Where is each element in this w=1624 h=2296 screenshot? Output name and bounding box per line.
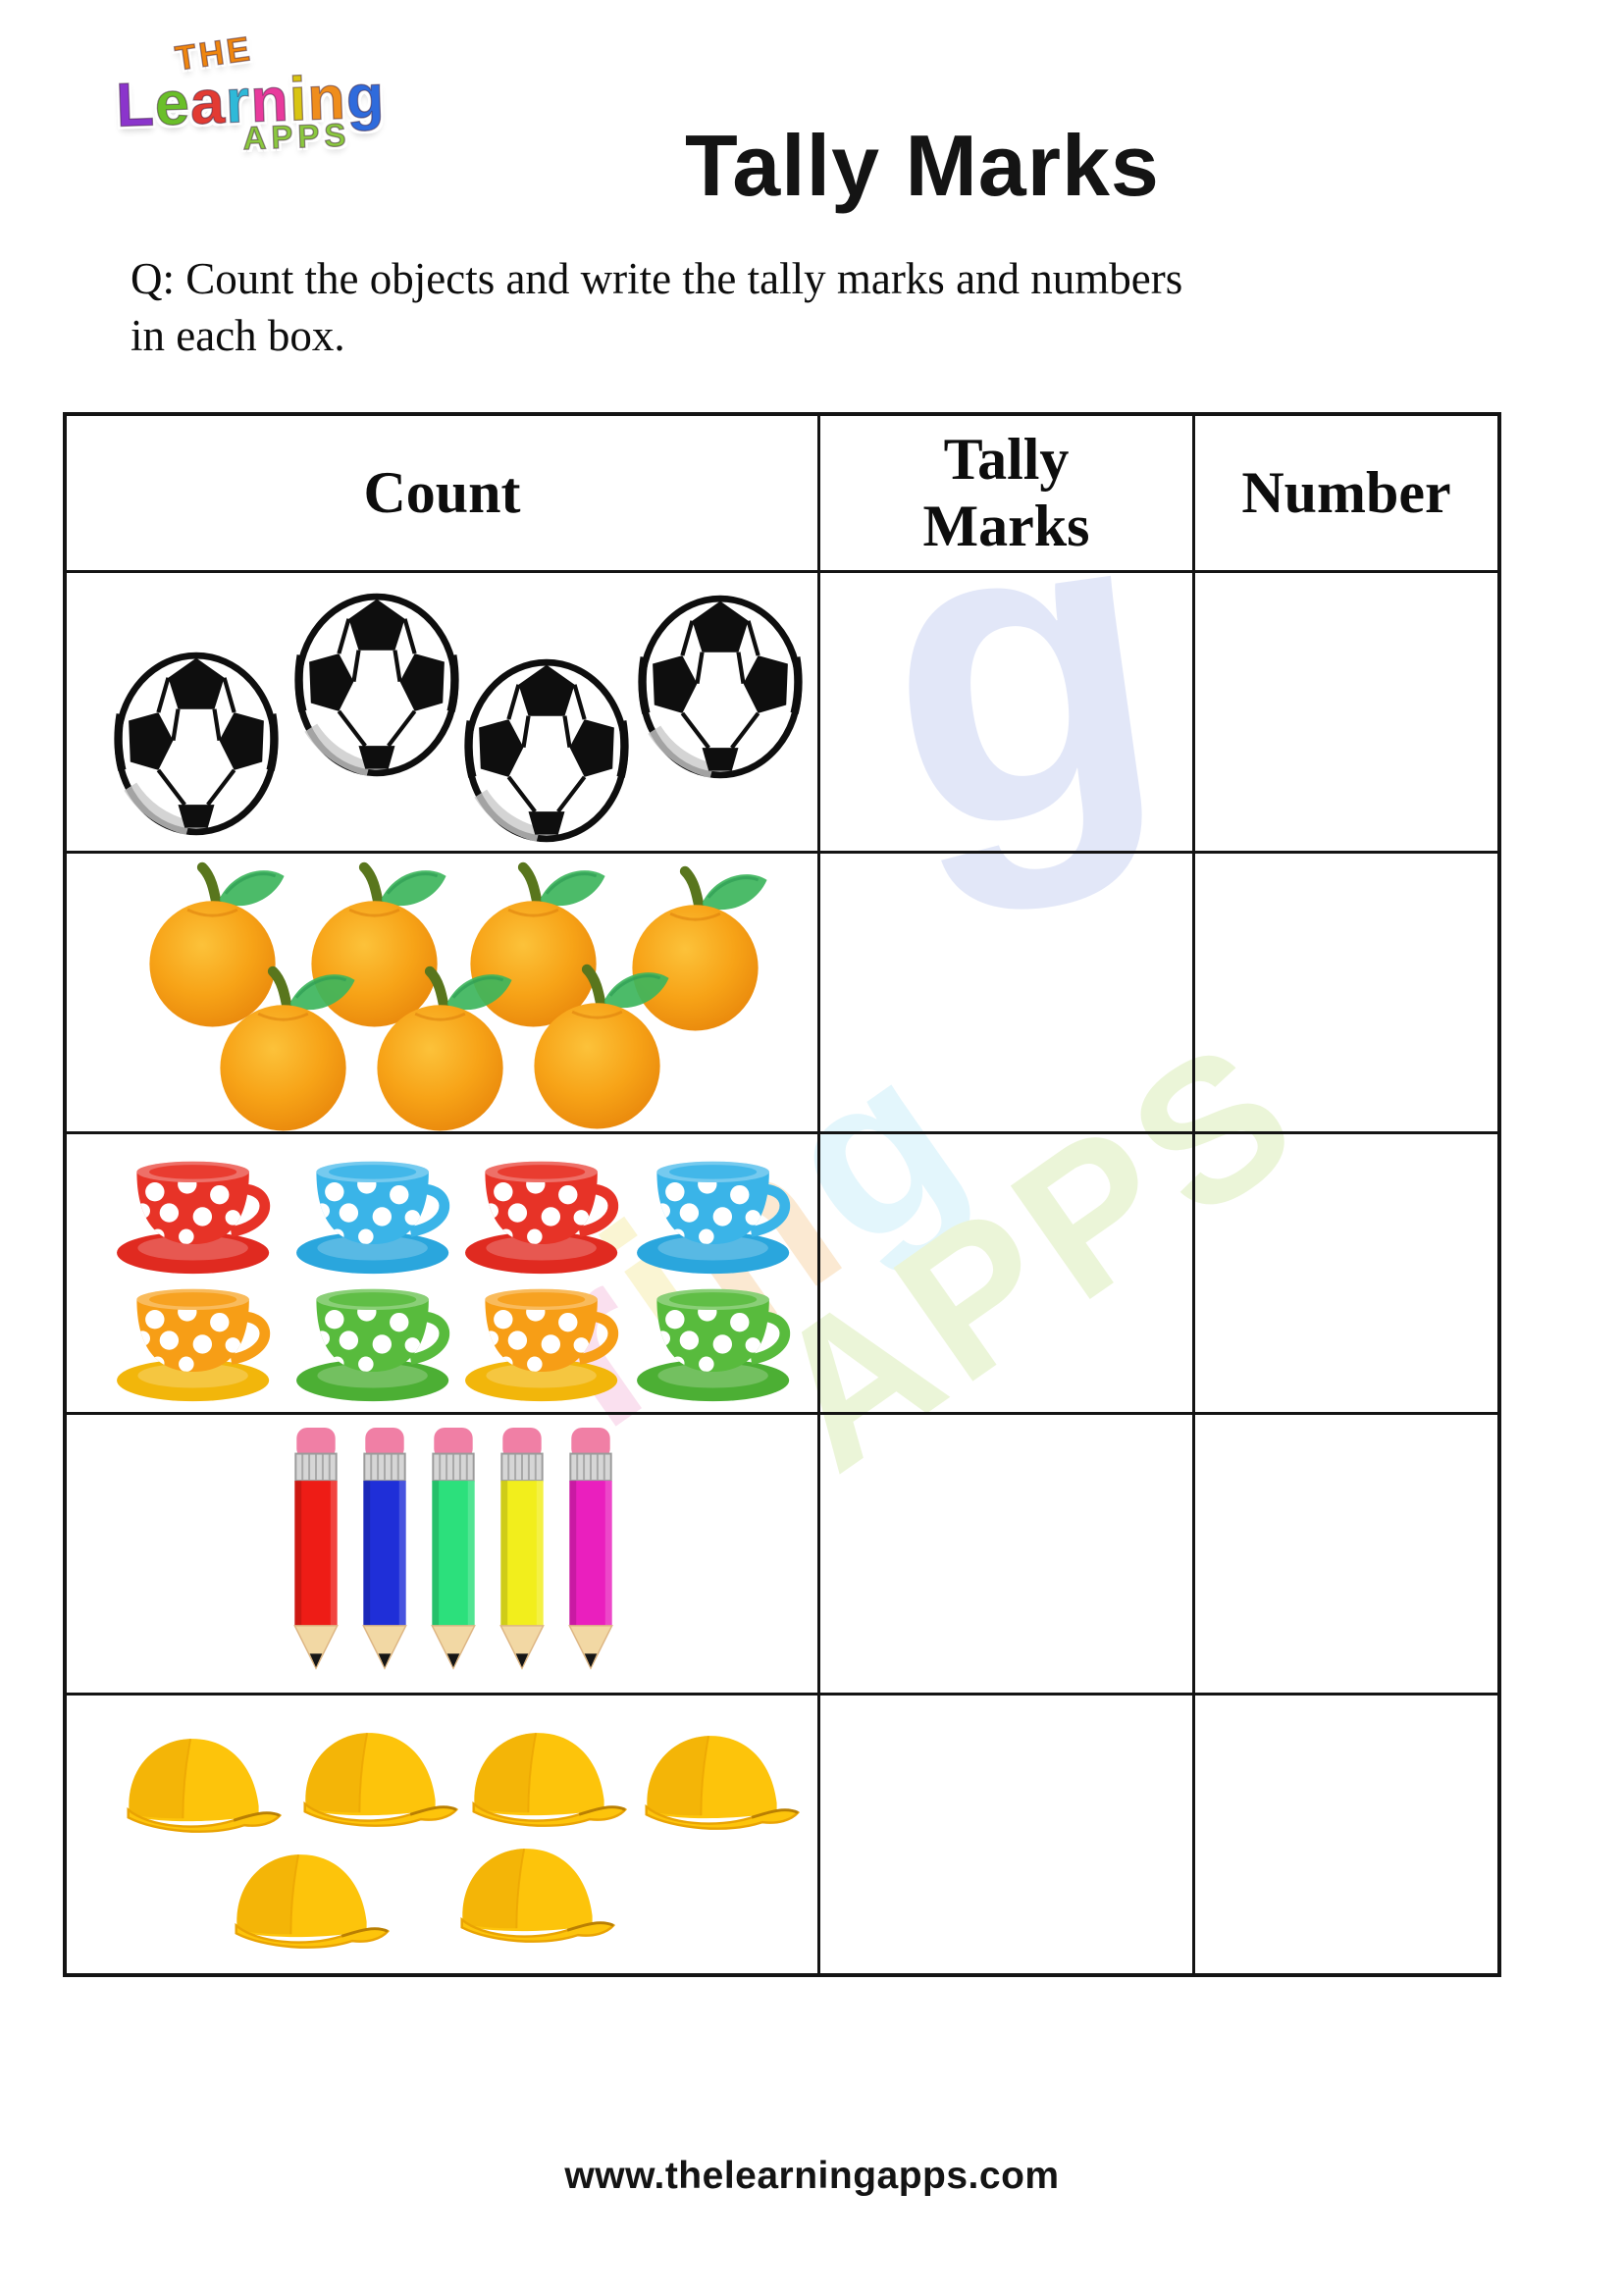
cup-icon xyxy=(459,1152,631,1278)
page-title: Tally Marks xyxy=(685,117,1160,214)
orange-icon xyxy=(528,964,675,1130)
orange-icon xyxy=(464,861,611,1028)
column-header-number: Number xyxy=(1192,416,1497,570)
count-cell xyxy=(67,1415,817,1693)
pencil-icon xyxy=(286,1425,346,1682)
tally-marks-cell xyxy=(817,1415,1192,1693)
learning-apps-logo: THE Learning APPS xyxy=(114,28,387,161)
number-cell xyxy=(1192,1415,1497,1693)
tally-marks-cell xyxy=(817,1696,1192,1973)
column-header-count: Count xyxy=(363,460,521,525)
orange-icon xyxy=(626,865,773,1032)
logo-letter: g xyxy=(344,62,387,133)
cap-icon xyxy=(449,1839,618,1957)
number-cell xyxy=(1192,573,1497,851)
cup-icon xyxy=(111,1152,283,1278)
cup-icon xyxy=(631,1279,803,1405)
number-cell xyxy=(1192,1696,1497,1973)
table-body xyxy=(67,570,1497,1973)
number-cell xyxy=(1192,854,1497,1131)
logo-letter: L xyxy=(114,70,156,141)
table-row xyxy=(67,851,1497,1131)
soccer-ball-icon xyxy=(638,593,803,781)
tally-table: Count Tally Marks Number xyxy=(63,412,1501,1977)
tally-marks-cell xyxy=(817,854,1192,1131)
cap-icon xyxy=(224,1845,393,1962)
orange-icon xyxy=(143,861,290,1028)
logo-letter: e xyxy=(153,69,192,140)
cup-icon xyxy=(290,1152,462,1278)
cap-icon xyxy=(634,1726,803,1844)
soccer-ball-icon xyxy=(114,650,279,838)
soccer-ball-icon xyxy=(294,591,459,779)
orange-icon xyxy=(371,965,518,1131)
logo-apps-text: APPS xyxy=(241,116,351,157)
cup-icon xyxy=(290,1279,462,1405)
count-cell xyxy=(67,854,817,1131)
tally-marks-cell xyxy=(817,1134,1192,1412)
pencil-icon xyxy=(560,1425,621,1682)
pencil-icon xyxy=(354,1425,415,1682)
cup-icon xyxy=(111,1279,283,1405)
number-cell xyxy=(1192,1134,1497,1412)
table-row xyxy=(67,1412,1497,1693)
cap-icon xyxy=(461,1723,630,1841)
question-text: Q: Count the objects and write the tally… xyxy=(131,254,1183,360)
orange-icon xyxy=(214,965,361,1131)
cap-icon xyxy=(292,1723,461,1841)
table-row xyxy=(67,1131,1497,1412)
logo-letter: a xyxy=(188,67,228,138)
soccer-ball-icon xyxy=(464,656,629,845)
pencil-icon xyxy=(492,1425,552,1682)
table-row xyxy=(67,1693,1497,1973)
column-header-tally-marks: Tally Marks xyxy=(817,416,1192,570)
table-row xyxy=(67,570,1497,851)
count-cell xyxy=(67,1696,817,1973)
count-cell xyxy=(67,573,817,851)
cup-icon xyxy=(459,1279,631,1405)
cap-icon xyxy=(116,1729,285,1847)
cup-icon xyxy=(631,1152,803,1278)
footer-url: www.thelearningapps.com xyxy=(564,2155,1060,2197)
table-header-row: Count Tally Marks Number xyxy=(67,416,1497,570)
tally-marks-cell xyxy=(817,573,1192,851)
count-cell xyxy=(67,1134,817,1412)
pencil-icon xyxy=(423,1425,484,1682)
